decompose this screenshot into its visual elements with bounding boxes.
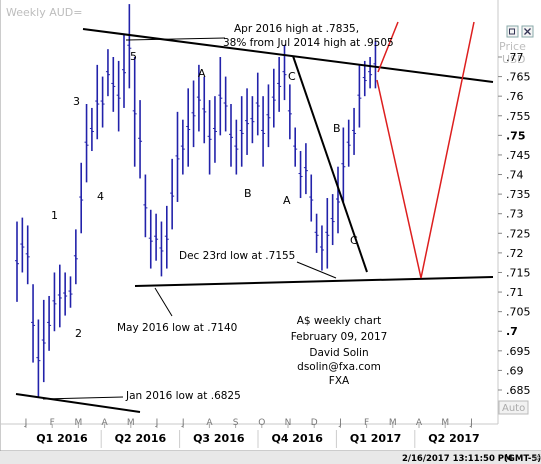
wave-label-2: 2 (75, 327, 82, 340)
price-label-line2: USD (502, 53, 526, 66)
ohlc-bars (15, 4, 378, 398)
annotations: Apr 2016 high at .7835, 38% from Jul 201… (117, 23, 394, 402)
dec-low-leader (296, 261, 337, 279)
y-tick-label: .77 (506, 51, 524, 64)
downtrend-line (292, 55, 368, 273)
apr-high-annotation-1: Apr 2016 high at .7835, (234, 23, 359, 35)
credit-block: A$ weekly chart February 09, 2017 David … (291, 315, 388, 387)
x-month-label: O (258, 418, 265, 428)
wave-labels: 1 2 3 4 5 A B C A B C (51, 50, 358, 340)
y-tick-label: .735 (506, 188, 531, 201)
x-quarter-label: Q2 2017 (428, 432, 479, 445)
x-quarter-label: Q3 2016 (193, 432, 245, 445)
trendlines (15, 28, 494, 413)
jan-low-leader (42, 396, 124, 400)
lower-support-line (134, 276, 494, 287)
status-bar (0, 451, 541, 464)
x-month-label: J (24, 418, 28, 428)
y-tick-label: .74 (506, 169, 524, 182)
wave-label-b2: B (333, 122, 341, 135)
upper-resistance-line (82, 28, 494, 83)
y-tick-label: .72 (506, 247, 524, 260)
y-tick-label: .685 (506, 384, 531, 397)
x-month-label: F (50, 418, 55, 428)
wave-label-a2: A (283, 194, 291, 207)
resize-grip-icon[interactable] (533, 453, 541, 461)
close-button[interactable] (521, 25, 534, 38)
close-icon (524, 28, 531, 35)
projection-v-line (376, 21, 475, 279)
x-month-label: J (338, 418, 342, 428)
y-tick-label: .71 (506, 286, 524, 299)
credit-line-2: February 09, 2017 (291, 331, 388, 343)
credit-line-4: dsolin@fxa.com (297, 361, 381, 373)
x-quarter-label: Q4 2016 (271, 432, 323, 445)
y-tick-label: .715 (506, 266, 531, 279)
restore-icon (509, 28, 515, 35)
projection-lines (376, 21, 475, 279)
y-axis: .77 .765 .76 .755 .75 .745 .74 .735 .73 .725 .72 .7… (498, 51, 531, 397)
wave-label-4: 4 (97, 190, 104, 203)
credit-line-3: David Solin (309, 347, 368, 359)
x-month-label: J (155, 418, 159, 428)
wave-label-c1: C (288, 70, 296, 83)
x-month-label: A (206, 418, 213, 428)
y-tick-label: .7 (506, 325, 518, 338)
dec-low-annotation: Dec 23rd low at .7155 (179, 250, 295, 262)
y-tick-label: .695 (506, 345, 531, 358)
x-axis: J F M A M J J A S O N D J F M A M J Q1 2016 Q2 2016 Q3 2016 Q… (24, 418, 480, 448)
x-month-label: A (416, 418, 423, 428)
price-label-line1: Price (499, 40, 526, 53)
wave-label-5: 5 (130, 50, 137, 63)
x-month-label: D (311, 418, 318, 428)
x-month-label: A (102, 418, 109, 428)
wave-label-c2: C (350, 234, 358, 247)
x-month-label: J (181, 418, 185, 428)
y-tick-label: .75 (506, 129, 526, 142)
x-month-label: M (75, 418, 83, 428)
may-low-annotation: May 2016 low at .7140 (117, 322, 237, 334)
y-tick-label: .725 (506, 227, 531, 240)
y-tick-label: .69 (506, 364, 524, 377)
restore-button[interactable] (506, 25, 519, 38)
leader-lines (42, 37, 337, 400)
y-tick-label: .705 (506, 306, 531, 319)
x-month-label: M (127, 418, 135, 428)
apr-high-leader (125, 37, 226, 41)
credit-line-5: FXA (329, 375, 350, 387)
credit-line-1: A$ weekly chart (297, 315, 382, 327)
y-tick-label: .765 (506, 71, 531, 84)
y-tick-label: .73 (506, 208, 524, 221)
status-timestamp: 2/16/2017 13:11:50 PM (402, 454, 513, 464)
x-quarter-label: Q1 2017 (350, 432, 401, 445)
may-low-leader (154, 287, 173, 317)
x-quarter-label: Q2 2016 (115, 432, 167, 445)
y-tick-label: .76 (506, 90, 524, 103)
projection-up-line (377, 21, 399, 73)
jan-low-annotation: Jan 2016 low at .6825 (125, 390, 241, 402)
wave-label-a1: A (198, 67, 206, 80)
x-month-label: M (441, 418, 449, 428)
x-month-label: J (469, 418, 473, 428)
jan-low-line (15, 393, 141, 413)
wave-label-b1: B (244, 187, 252, 200)
y-tick-label: .755 (506, 110, 531, 123)
x-month-label: F (364, 418, 369, 428)
chart-title: Weekly AUD= (6, 6, 82, 19)
y-tick-label: .745 (506, 149, 531, 162)
x-quarter-label: Q1 2016 (36, 432, 88, 445)
auto-scale-label: Auto (502, 403, 525, 414)
wave-label-1: 1 (51, 209, 58, 222)
auto-scale-button[interactable]: Auto (498, 400, 529, 415)
apr-high-annotation-2: 38% from Jul 2014 high at .9505 (223, 37, 394, 49)
x-month-label: M (389, 418, 397, 428)
x-month-label: N (285, 418, 292, 428)
x-month-label: S (233, 418, 239, 428)
wave-label-3: 3 (73, 95, 80, 108)
status-timezone: (GMT-5) (504, 454, 541, 464)
